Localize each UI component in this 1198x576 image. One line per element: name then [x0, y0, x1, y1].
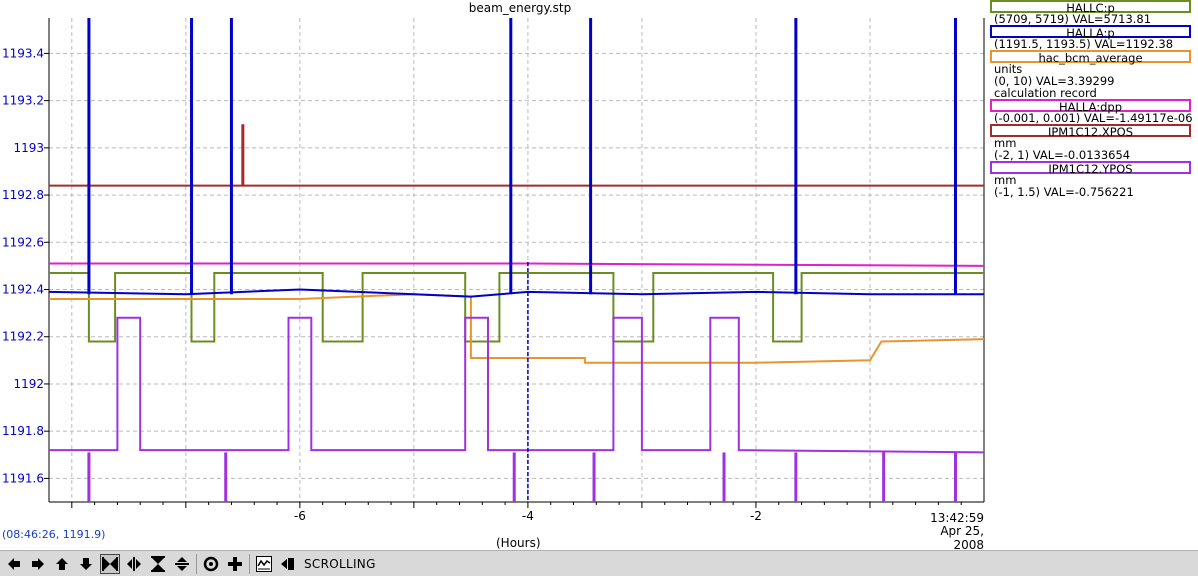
y-tick-label: 1193.4 [2, 46, 44, 60]
chart-icon[interactable] [254, 554, 274, 574]
arrow-up-icon[interactable] [52, 554, 72, 574]
x-tick-label: -4 [522, 509, 534, 523]
chart-title: beam_energy.stp [468, 1, 572, 15]
toolbar-separator [196, 553, 197, 574]
legend-detail-line: mm [994, 173, 1017, 187]
print-icon[interactable] [278, 554, 298, 574]
legend-detail-line: (1191.5, 1193.5) VAL=1192.38 [994, 37, 1174, 51]
toolbar: SCROLLING [0, 550, 1198, 576]
zoom-in-xy-icon[interactable] [100, 553, 120, 574]
series-line-hallc-p [49, 272, 984, 343]
legend-box-ipm1c12-xpos[interactable]: IPM1C12.XPOS [990, 124, 1191, 139]
legend-detail-line: (5709, 5719) VAL=5713.81 [994, 12, 1152, 26]
legend-box-ipm1c12-ypos[interactable]: IPM1C12.YPOS [990, 161, 1191, 176]
y-tick-label: 1192 [13, 377, 44, 391]
y-tick-label: 1193.2 [2, 94, 44, 108]
y-tick-label: 1192.8 [2, 188, 44, 202]
arrow-right-icon[interactable] [28, 554, 48, 574]
legend-detail-line: units [994, 62, 1023, 76]
end-date-label: Apr 25, 2008 [940, 524, 984, 552]
series-line-hac-bcm-average [49, 293, 984, 364]
x-tick-label: -2 [750, 509, 762, 523]
end-time-label: 13:42:59 [930, 511, 984, 525]
legend-detail-line: mm [994, 136, 1017, 150]
zoom-y-icon[interactable] [172, 554, 192, 574]
legend-detail-line: (0, 10) VAL=3.39299 [994, 74, 1115, 88]
toolbar-separator [249, 553, 250, 574]
y-tick-label: 1193 [13, 141, 44, 155]
crosshair-icon[interactable] [225, 554, 245, 574]
legend-box-halla-p[interactable]: HALLA:p [990, 25, 1191, 40]
scrolling-mode-label: SCROLLING [304, 556, 376, 571]
x-axis-label: (Hours) [496, 536, 541, 550]
y-tick-label: 1192.4 [2, 283, 44, 297]
y-tick-label: 1192.6 [2, 235, 44, 249]
series-line-ipm1c12-ypos [49, 316, 984, 454]
y-tick-label: 1191.8 [2, 424, 44, 438]
home-icon[interactable] [201, 554, 221, 574]
legend-detail-line: calculation record [994, 86, 1097, 100]
series-line-halla-p [49, 288, 984, 298]
y-tick-label: 1191.6 [2, 471, 44, 485]
legend-box-hallc-p[interactable]: HALLC:p [990, 0, 1191, 15]
legend-detail-line: (-0.001, 0.001) VAL=-1.49117e-06 [994, 111, 1193, 125]
arrow-down-icon[interactable] [76, 554, 96, 574]
legend-detail-line: (-1, 1.5) VAL=-0.756221 [994, 185, 1134, 199]
legend: HALLC:p (5709, 5719) VAL=5713.81 HALLA:p (1… [988, 0, 1198, 198]
x-tick-label: -6 [294, 509, 306, 523]
legend-box-hac-bcm-average[interactable]: hac_bcm_average [990, 50, 1191, 65]
plot-area[interactable]: 1191.6 1191.8 1192 1192.2 1192.4 1192.6 1192.8… [0, 0, 988, 550]
legend-box-halla-dpp[interactable]: HALLA:dpp [990, 99, 1191, 114]
zoom-x-icon[interactable] [124, 554, 144, 574]
arrow-left-icon[interactable] [4, 554, 24, 574]
zoom-in-y-icon[interactable] [148, 554, 168, 574]
y-tick-label: 1192.2 [2, 330, 44, 344]
cursor-coordinate-readout: (08:46:26, 1191.9) [2, 528, 106, 541]
series-line-halla-dpp [49, 262, 984, 267]
legend-detail-line: (-2, 1) VAL=-0.0133654 [994, 148, 1131, 162]
